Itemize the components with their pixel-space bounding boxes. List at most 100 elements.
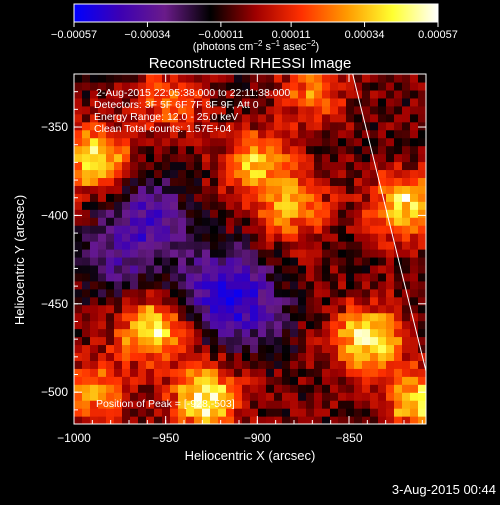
heatmap-cell [282,209,291,218]
heatmap-cell [370,360,379,369]
heatmap-cell [162,225,171,234]
heatmap-cell [210,169,219,179]
heatmap-cell [322,233,331,242]
heatmap-cell [170,296,179,306]
heatmap-cell [298,225,307,234]
heatmap-cell [378,97,387,107]
heatmap-cell [154,280,163,290]
heatmap-cell [202,74,211,83]
heatmap-cell [154,304,163,314]
heatmap-cell [266,256,275,266]
heatmap-cell [258,81,267,91]
heatmap-cell [306,296,315,306]
heatmap-cell [410,272,419,282]
heatmap-cell [194,241,203,250]
heatmap-cell [410,344,419,354]
heatmap-cell [202,209,211,218]
heatmap-cell [354,74,363,83]
heatmap-cell [210,360,219,369]
heatmap-cell [250,81,259,91]
heatmap-cell [122,233,131,242]
heatmap-cell [266,74,275,83]
heatmap-cell [378,384,387,393]
heatmap-cell [138,113,147,123]
heatmap-cell [418,320,426,330]
heatmap-cell [346,185,355,194]
heatmap-cell [74,233,83,242]
heatmap-cell [282,97,291,107]
heatmap-cell [210,121,219,131]
heatmap-cell [218,161,227,171]
heatmap-cell [314,74,323,83]
heatmap-cell [362,177,371,186]
heatmap-cell [242,121,251,131]
heatmap-cell [418,89,426,99]
heatmap-cell [322,288,331,298]
heatmap-cell [106,201,115,210]
heatmap-cell [242,145,251,155]
heatmap-cell [394,408,403,417]
heatmap-cell [234,264,243,274]
heatmap-cell [186,129,195,139]
heatmap-cell [354,264,363,274]
heatmap-cell [138,97,147,107]
heatmap-cell [258,177,267,186]
heatmap-cell [386,121,395,131]
heatmap-cell [162,89,171,99]
heatmap-cell [282,352,291,361]
heatmap-cell [386,360,395,369]
heatmap-cell [234,328,243,338]
heatmap-cell [202,288,211,298]
heatmap-cell [162,296,171,306]
heatmap-cell [242,169,251,179]
heatmap-cell [122,169,131,179]
heatmap-cell [98,376,107,385]
heatmap-cell [378,272,387,282]
heatmap-cell [210,392,219,401]
heatmap-cell [106,225,115,234]
heatmap-cell [170,376,179,385]
heatmap-cell [330,217,339,226]
heatmap-cell [378,161,387,171]
heatmap-cell [154,153,163,163]
heatmap-cell [370,392,379,401]
heatmap-cell [170,137,179,147]
heatmap-cell [146,185,155,194]
heatmap-cell [346,328,355,338]
colorbar-tick-label: −0.00057 [51,29,97,41]
heatmap-cell [114,145,123,155]
heatmap-cell [322,280,331,290]
heatmap-cell [258,249,267,258]
heatmap-cell [170,74,179,83]
heatmap-cell [298,137,307,147]
heatmap-cell [258,105,267,115]
heatmap-cell [82,408,91,417]
heatmap-cell [82,233,91,242]
heatmap-cell [122,129,131,139]
heatmap-cell [362,74,371,83]
heatmap-cell [282,344,291,354]
heatmap-cell [90,256,99,266]
heatmap-cell [226,328,235,338]
heatmap-cell [418,97,426,107]
heatmap-cell [386,249,395,258]
heatmap-cell [178,264,187,274]
heatmap-cell [418,177,426,186]
heatmap-cell [202,344,211,354]
heatmap-cell [186,74,195,83]
heatmap-cell [74,368,83,377]
heatmap-cell [74,153,83,163]
heatmap-cell [202,400,211,409]
heatmap-cell [82,256,91,266]
heatmap-cell [162,264,171,274]
heatmap-cell [90,272,99,282]
heatmap-cell [362,384,371,393]
heatmap-cell [226,264,235,274]
heatmap-cell [146,177,155,186]
heatmap-cell [306,360,315,369]
heatmap-cell [202,201,211,210]
heatmap-cell [354,185,363,194]
heatmap-cell [242,352,251,361]
heatmap-cell [194,336,203,346]
heatmap-cell [362,209,371,218]
